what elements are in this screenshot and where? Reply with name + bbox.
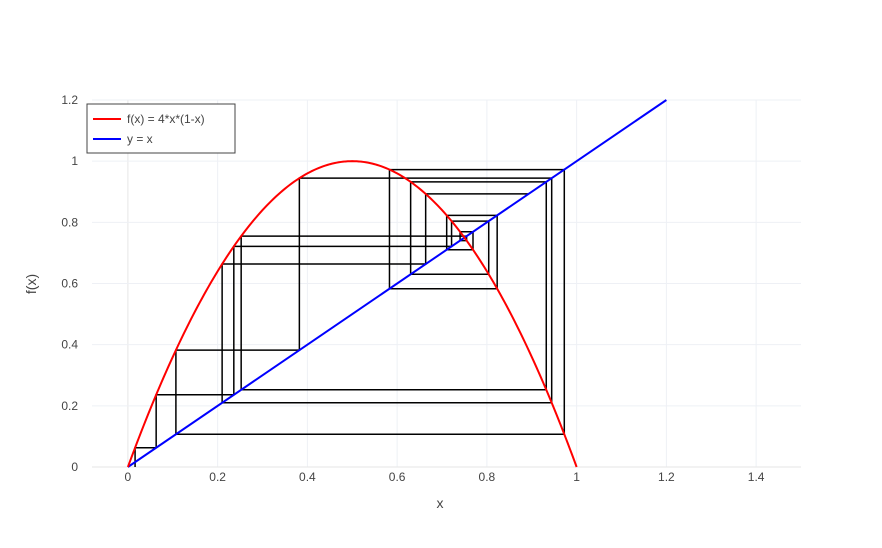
y-axis-title: f(x) [23,274,39,294]
logistic-curve [126,160,578,468]
y-tick-label: 0.6 [61,277,78,291]
x-axis-ticks: 0 0.2 0.4 0.6 0.8 1 1.2 1.4 [125,470,765,484]
x-tick-label: 0.8 [479,470,496,484]
legend-box [86,103,236,154]
legend-label-red: f(x) = 4*x*(1-x) [127,112,205,126]
y-tick-label: 0 [71,460,78,474]
x-tick-label: 0 [125,470,132,484]
y-tick-label: 0.4 [61,338,78,352]
legend: f(x) = 4*x*(1-x) y = x [86,103,236,154]
y-tick-label: 0.2 [61,399,78,413]
grid [92,99,801,468]
plot-area [126,99,667,468]
x-axis-title: x [437,495,444,511]
x-tick-label: 0.4 [299,470,316,484]
x-tick-label: 0.2 [209,470,226,484]
x-tick-label: 1.4 [748,470,765,484]
identity-line [127,99,667,468]
x-tick-label: 1 [573,470,580,484]
y-axis-ticks: 0 0.2 0.4 0.6 0.8 1 1.2 [61,93,78,474]
y-tick-label: 1 [71,154,78,168]
y-tick-label: 0.8 [61,215,78,229]
y-tick-label: 1.2 [61,93,78,107]
x-tick-label: 1.2 [658,470,675,484]
x-tick-label: 0.6 [389,470,406,484]
legend-label-blue: y = x [127,132,153,146]
